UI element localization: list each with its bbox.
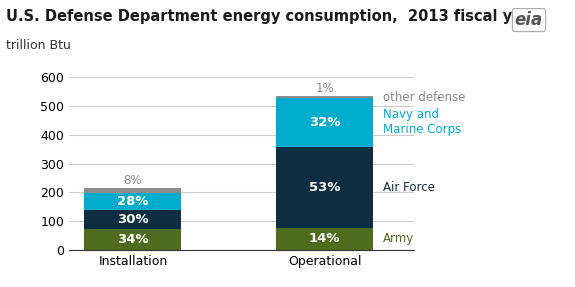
- Text: 32%: 32%: [309, 116, 340, 129]
- Text: trillion Btu: trillion Btu: [6, 39, 71, 52]
- Bar: [85, 193, 182, 210]
- Bar: [276, 96, 373, 98]
- Text: 14%: 14%: [309, 232, 340, 245]
- Bar: [85, 188, 182, 193]
- Text: other defense: other defense: [384, 90, 466, 104]
- Text: 28%: 28%: [117, 195, 149, 208]
- Text: Air Force: Air Force: [384, 181, 435, 194]
- Text: eia: eia: [515, 11, 543, 29]
- Text: Navy and
Marine Corps: Navy and Marine Corps: [384, 108, 462, 136]
- Text: 34%: 34%: [117, 233, 149, 246]
- Text: 30%: 30%: [117, 213, 149, 226]
- Text: 8%: 8%: [124, 174, 142, 187]
- Text: U.S. Defense Department energy consumption,  2013 fiscal year: U.S. Defense Department energy consumpti…: [6, 9, 539, 24]
- Text: Army: Army: [384, 232, 415, 245]
- Bar: [276, 228, 373, 250]
- Bar: [276, 147, 373, 228]
- Bar: [85, 229, 182, 250]
- Text: 53%: 53%: [309, 181, 340, 194]
- Text: 1%: 1%: [315, 82, 334, 95]
- Bar: [85, 210, 182, 229]
- Bar: [276, 98, 373, 147]
